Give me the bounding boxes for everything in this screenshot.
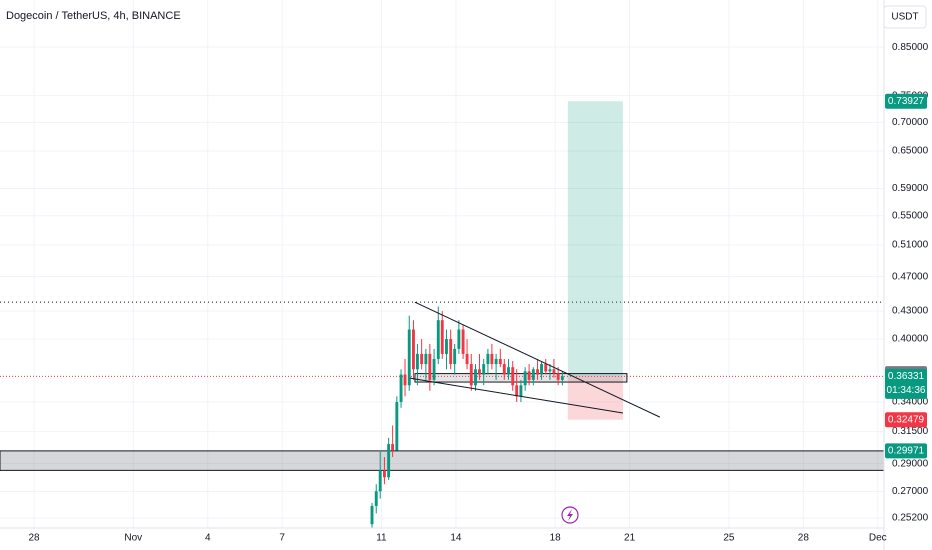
candle-body [531, 369, 535, 380]
candle-body [490, 353, 494, 365]
stop-badge [885, 412, 927, 428]
y-tick-label: 0.85000 [892, 42, 929, 53]
x-tick-label: 18 [550, 533, 562, 544]
y-tick-label: 0.51000 [892, 240, 929, 251]
y-tick-label: 0.47000 [892, 271, 929, 282]
x-tick-label: 28 [798, 533, 810, 544]
candle-body [457, 329, 461, 349]
y-tick-label: 0.70000 [892, 117, 929, 128]
price-badge-countdown: 01:34:36 [887, 385, 926, 396]
candle-body [370, 505, 374, 525]
candle-body [494, 358, 498, 365]
x-tick-label: Dec [869, 533, 887, 544]
candle-body [465, 353, 469, 365]
trendline [414, 301, 661, 418]
candle-body [527, 371, 531, 380]
y-tick-label: 0.31500 [892, 426, 929, 437]
event-icon[interactable] [561, 506, 579, 524]
candle-body [486, 353, 490, 365]
y-tick-label: 0.34000 [892, 397, 929, 408]
chart-title: Dogecoin / TetherUS, 4h, BINANCE [6, 10, 181, 22]
candle-body [403, 374, 407, 386]
candle-body [436, 320, 440, 359]
currency-button[interactable] [883, 5, 927, 29]
x-tick-label: 4 [205, 533, 211, 544]
stop-area [567, 376, 623, 420]
candle-body [482, 364, 486, 375]
x-tick-label: Nov [124, 533, 142, 544]
candle-body [498, 358, 502, 365]
y-tick-label: 0.43000 [892, 306, 929, 317]
candle-body [502, 364, 506, 375]
target-badge-label: 0.73927 [888, 96, 925, 107]
candle-body [420, 353, 424, 365]
candle-body [382, 470, 386, 478]
candle-body [395, 402, 399, 451]
candle-body [432, 358, 436, 380]
candle-body [552, 369, 556, 374]
candle-body [515, 385, 519, 397]
candle-body [511, 367, 515, 386]
y-tick-label: 0.59000 [892, 183, 929, 194]
x-tick-label: 7 [279, 533, 285, 544]
price-badge-label: 0.36331 [888, 371, 925, 382]
y-tick-label: 0.25200 [892, 513, 929, 524]
x-tick-label: 14 [450, 533, 462, 544]
candle-body [391, 444, 395, 451]
candle-body [478, 369, 481, 375]
candle-body [449, 339, 453, 365]
candle-body [415, 353, 419, 370]
y-tick-label: 0.40000 [892, 334, 929, 345]
stop-badge-label: 0.32479 [888, 414, 925, 425]
candle-body [378, 470, 382, 492]
candle-body [536, 369, 539, 375]
trendline [409, 377, 624, 414]
x-tick-label: 11 [376, 533, 387, 544]
y-tick-label: 0.29000 [892, 458, 929, 469]
zone-badge [885, 443, 927, 459]
candle-body [461, 329, 465, 354]
candle-body [374, 491, 378, 506]
candle-body [399, 374, 403, 403]
candle-body [412, 329, 415, 370]
candle-body [428, 353, 432, 380]
plot [0, 101, 885, 528]
target-badge [885, 93, 927, 109]
candle-body [407, 329, 411, 386]
candle-body [548, 369, 552, 372]
candle-body [440, 320, 444, 354]
candle-body [424, 353, 428, 365]
support-zone [0, 450, 885, 471]
candle-body [507, 367, 510, 375]
y-tick-label: 0.55000 [892, 210, 929, 221]
candle-body [474, 369, 477, 386]
candle-body [519, 385, 523, 397]
y-tick-label: 0.27000 [892, 486, 929, 497]
candle-body [387, 444, 391, 478]
candle-body [523, 371, 527, 386]
candle-body [540, 364, 543, 375]
target-area [567, 101, 623, 377]
x-tick-label: 25 [723, 533, 735, 544]
candle-body [469, 364, 473, 386]
axis: 0.850000.750000.700000.650000.590000.550… [28, 42, 928, 544]
x-tick-label: 21 [624, 533, 636, 544]
currency-label[interactable]: USDT [891, 12, 918, 23]
price-badge [885, 368, 927, 399]
candle-body [556, 373, 560, 380]
y-tick-label: 0.65000 [892, 146, 929, 157]
zone-badge-label: 0.29971 [888, 446, 925, 457]
candle-body [453, 348, 457, 365]
x-tick-label: 28 [28, 533, 40, 544]
candle-body [544, 364, 548, 372]
candle-body [445, 339, 448, 354]
candle-body [560, 376, 564, 380]
